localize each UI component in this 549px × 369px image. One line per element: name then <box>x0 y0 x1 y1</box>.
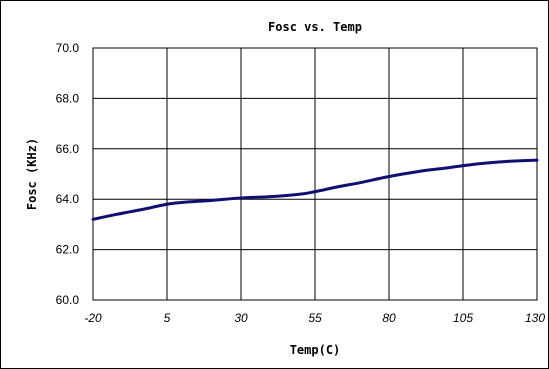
x-tick-label: 80 <box>382 311 396 325</box>
chart-title: Fosc vs. Temp <box>268 20 362 34</box>
grid-lines <box>92 47 538 301</box>
x-axis-label: Temp(C) <box>290 343 341 357</box>
x-tick-label: 130 <box>525 311 545 325</box>
y-tick-label: 64.0 <box>56 192 80 206</box>
y-axis-label: Fosc (KHz) <box>25 138 39 210</box>
y-tick-label: 66.0 <box>56 142 80 156</box>
tick-labels: 60.0 62.0 64.0 66.0 68.0 70.0 -20 5 30 55 80 105 130 <box>56 41 546 325</box>
series-line <box>91 158 539 221</box>
y-tick-label: 68.0 <box>56 91 80 105</box>
y-tick-label: 60.0 <box>56 293 80 307</box>
y-tick-label: 70.0 <box>56 41 80 55</box>
series-layer <box>91 158 539 221</box>
plot-area <box>92 47 538 301</box>
x-tick-label: 5 <box>164 311 171 325</box>
x-tick-label: 30 <box>234 311 248 325</box>
x-tick-label: 55 <box>308 311 322 325</box>
x-tick-label: 105 <box>453 311 473 325</box>
y-tick-label: 62.0 <box>56 243 80 257</box>
x-tick-label: -20 <box>84 311 102 325</box>
